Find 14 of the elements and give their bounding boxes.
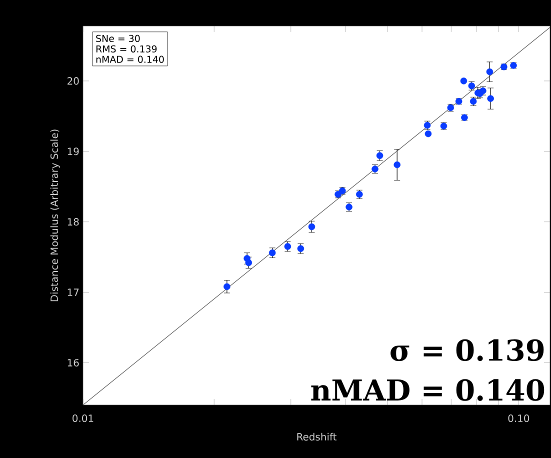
x-tick-label: 0.01: [72, 414, 94, 422]
annotation: RMS = 0.139: [96, 45, 157, 52]
y-axis-title: Distance Modulus (Arbitrary Scale): [50, 130, 60, 302]
y-tick-label: 18: [68, 218, 79, 226]
x-axis-title: Redshift: [297, 432, 336, 441]
annotation: nMAD = 0.140: [311, 379, 544, 401]
annotation: SNe = 30: [96, 34, 140, 42]
x-tick-label: 0.10: [508, 414, 530, 422]
y-tick-label: 16: [68, 358, 79, 366]
annotation: nMAD = 0.140: [96, 56, 164, 63]
y-tick-label: 19: [68, 148, 79, 156]
y-tick-label: 17: [68, 288, 79, 296]
annotation: σ = 0.139: [390, 339, 544, 362]
y-tick-label: 20: [68, 77, 79, 85]
